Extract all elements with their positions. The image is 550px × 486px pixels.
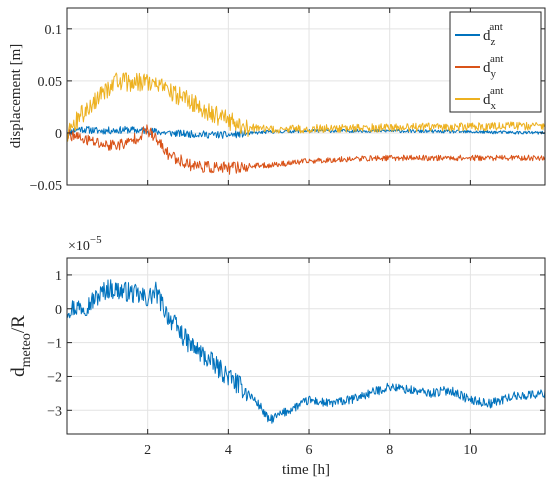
- svg-text:dyant: dy ant: [483, 53, 503, 80]
- top-axes-box: [66, 7, 546, 186]
- top-y-axis-label: displacement [m]: [8, 44, 24, 149]
- bottom-y-tick-label: 1: [55, 269, 62, 284]
- legend-item-dx: dx ant: [455, 85, 503, 112]
- bottom-x-tick-label: 2: [144, 443, 151, 458]
- bottom-series-line-0: [66, 279, 546, 424]
- bottom-y-axis-label-sub: meteo: [19, 333, 34, 367]
- bottom-y-tick-label: −3: [47, 404, 62, 419]
- legend-label-dz-base: d: [483, 28, 491, 44]
- top-series-lines: [66, 72, 546, 175]
- bottom-ticks: [67, 258, 545, 434]
- bottom-x-tick-labels: 2 4 6 8 10: [144, 443, 477, 458]
- legend-label-dz-sub: z: [491, 36, 496, 48]
- bottom-x-tick-label: 4: [225, 443, 232, 458]
- exponent-label-base: ×10: [68, 239, 90, 254]
- bottom-series-lines: [66, 279, 546, 424]
- top-y-tick-label: 0.05: [38, 75, 63, 90]
- bottom-x-tick-label: 6: [306, 443, 313, 458]
- x-axis-label: time [h]: [282, 462, 330, 478]
- legend-label-dy-sub: y: [491, 68, 497, 80]
- bottom-x-tick-label: 10: [463, 443, 477, 458]
- exponent-label: ×10−5: [68, 234, 102, 254]
- legend-label-dy-base: d: [483, 60, 491, 76]
- svg-text:dxant: dx ant: [483, 85, 503, 112]
- top-y-tick-labels: −0.05 0 0.05 0.1: [30, 23, 62, 194]
- top-series-line-1: [66, 124, 546, 175]
- legend: dzant dyant dxant: [449, 11, 542, 113]
- top-series-line-2: [66, 72, 546, 142]
- bottom-y-axis-label-tail: /R: [8, 315, 29, 333]
- legend-label-dx-sub: x: [491, 100, 497, 112]
- bottom-y-axis-label-base: d: [8, 367, 29, 377]
- svg-text:dzant: dz ant: [483, 21, 503, 48]
- legend-box: [449, 11, 542, 113]
- meteo-panel: −3 −2 −1 0 1 2 4 6 8 10 ×10−5 dmeteo/R time [h]: [8, 234, 546, 478]
- bottom-y-tick-label: 0: [55, 303, 62, 318]
- legend-item-dz: dz ant: [455, 21, 503, 48]
- legend-label-dz-sup: ant: [489, 21, 502, 33]
- bottom-plot-area: [67, 258, 545, 434]
- legend-label-dy-sup: ant: [490, 53, 503, 65]
- bottom-y-tick-labels: −3 −2 −1 0 1: [47, 269, 62, 419]
- bottom-axes-box: [66, 257, 546, 435]
- legend-label-dx-base: d: [483, 92, 491, 108]
- top-y-tick-label: 0: [55, 127, 62, 142]
- bottom-y-tick-label: −1: [47, 337, 62, 352]
- legend-item-dy: dy ant: [455, 53, 503, 80]
- top-y-tick-label: −0.05: [30, 179, 62, 194]
- bottom-x-tick-label: 8: [386, 443, 393, 458]
- top-y-tick-label: 0.1: [45, 23, 63, 38]
- bottom-y-axis-label: dmeteo/R: [8, 315, 34, 377]
- bottom-y-tick-label: −2: [47, 370, 62, 385]
- exponent-label-sup: −5: [90, 234, 102, 246]
- legend-label-dx-sup: ant: [490, 85, 503, 97]
- bottom-grid: [67, 258, 545, 434]
